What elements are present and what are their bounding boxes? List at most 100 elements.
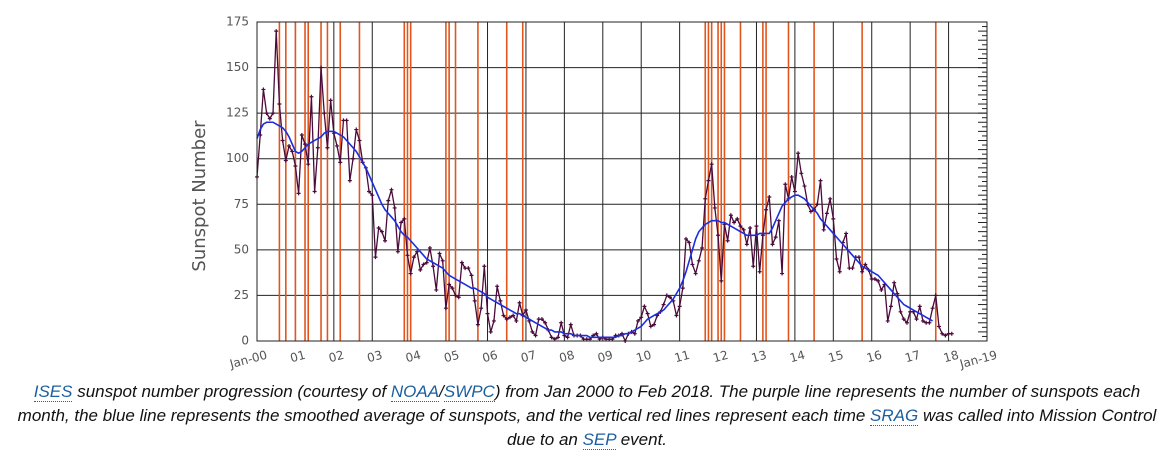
point xyxy=(328,98,333,103)
point xyxy=(837,269,842,274)
point xyxy=(940,331,945,336)
point xyxy=(764,207,769,212)
point xyxy=(856,255,861,260)
point xyxy=(325,145,330,150)
point xyxy=(834,256,839,261)
point xyxy=(523,308,528,313)
point xyxy=(735,216,740,221)
x-tick-label: 18 xyxy=(942,348,960,365)
point xyxy=(696,258,701,263)
point xyxy=(395,249,400,254)
point xyxy=(828,196,833,201)
point xyxy=(744,242,749,247)
x-tick-label: 05 xyxy=(442,348,460,365)
point xyxy=(645,311,650,316)
point xyxy=(309,94,314,99)
point xyxy=(863,262,868,267)
x-tick-label: Jan-00 xyxy=(227,348,268,372)
y-tick-label: 25 xyxy=(234,288,249,302)
caption-text: event. xyxy=(615,430,668,449)
plot-frame xyxy=(256,21,988,342)
point xyxy=(687,240,692,245)
point xyxy=(799,171,804,176)
series-line xyxy=(256,31,952,343)
caption: ISES sunspot number progression (courtes… xyxy=(12,380,1162,452)
point xyxy=(418,267,423,272)
y-tick-label: 150 xyxy=(226,60,249,74)
point xyxy=(943,333,948,338)
point xyxy=(802,184,807,189)
point xyxy=(415,249,420,254)
point xyxy=(642,304,647,309)
point xyxy=(783,182,788,187)
point xyxy=(447,282,452,287)
point xyxy=(732,220,737,225)
x-tick-label: 13 xyxy=(750,348,768,365)
point xyxy=(565,335,570,340)
point xyxy=(664,293,669,298)
point xyxy=(453,293,458,298)
point xyxy=(322,111,327,116)
point xyxy=(495,284,500,289)
caption-link[interactable]: NOAA xyxy=(390,382,440,402)
x-tick-label: 09 xyxy=(596,348,614,365)
point xyxy=(383,238,388,243)
point xyxy=(287,143,292,148)
point xyxy=(661,302,666,307)
point xyxy=(456,295,461,300)
x-tick-label: Jan-19 xyxy=(957,348,998,372)
x-tick-label: 06 xyxy=(481,348,499,365)
point xyxy=(283,158,288,163)
point xyxy=(648,324,653,329)
point xyxy=(347,178,352,183)
point xyxy=(402,216,407,221)
point xyxy=(411,255,416,260)
point xyxy=(491,318,496,323)
point xyxy=(379,229,384,234)
point xyxy=(844,231,849,236)
x-tick-label: 02 xyxy=(327,348,345,365)
point xyxy=(344,118,349,123)
point xyxy=(267,116,272,121)
point xyxy=(831,216,836,221)
point xyxy=(408,271,413,276)
caption-link[interactable]: ISES xyxy=(33,382,73,402)
point xyxy=(741,227,746,232)
point xyxy=(437,251,442,256)
point xyxy=(498,298,503,303)
caption-text: sunspot number progression (courtesy of xyxy=(72,382,391,401)
point xyxy=(459,260,464,265)
point xyxy=(373,255,378,260)
point xyxy=(895,291,900,296)
y-axis-label: Sunspot Number xyxy=(189,120,210,272)
point xyxy=(700,246,705,251)
point xyxy=(936,324,941,329)
caption-text: / xyxy=(439,382,444,401)
point xyxy=(274,29,279,34)
point xyxy=(879,287,884,292)
point xyxy=(469,273,474,278)
caption-link[interactable]: SWPC xyxy=(443,382,495,402)
point xyxy=(754,224,759,229)
point xyxy=(594,331,599,336)
point xyxy=(789,174,794,179)
point xyxy=(443,306,448,311)
point xyxy=(472,298,477,303)
x-tick-label: 04 xyxy=(404,348,422,365)
point xyxy=(277,102,282,107)
point xyxy=(514,318,519,323)
point xyxy=(530,329,535,334)
point xyxy=(751,264,756,269)
point xyxy=(501,313,506,318)
point xyxy=(706,178,711,183)
point xyxy=(533,333,538,338)
point xyxy=(319,65,324,70)
point xyxy=(680,286,685,291)
point xyxy=(421,262,426,267)
point xyxy=(716,233,721,238)
point xyxy=(719,278,724,283)
caption-link[interactable]: SRAG xyxy=(870,406,919,426)
caption-link[interactable]: SEP xyxy=(582,430,616,450)
x-tick-label: 08 xyxy=(558,348,576,365)
